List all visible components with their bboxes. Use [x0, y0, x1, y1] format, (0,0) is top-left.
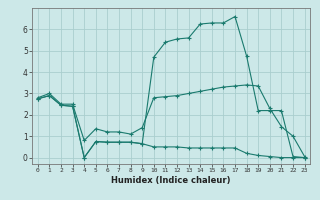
X-axis label: Humidex (Indice chaleur): Humidex (Indice chaleur) [111, 176, 231, 185]
